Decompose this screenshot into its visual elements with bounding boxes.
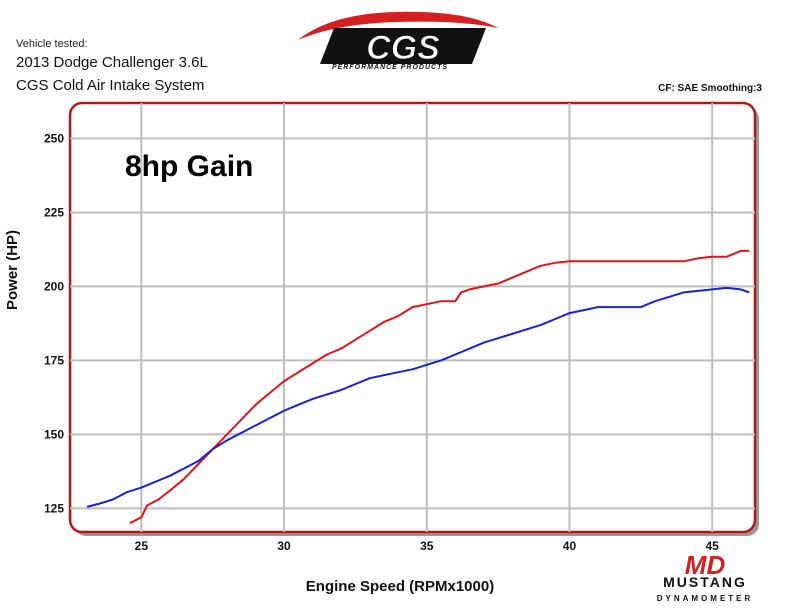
vehicle-tested-label: Vehicle tested: (16, 38, 88, 50)
cgs-logo: CGS (298, 11, 498, 68)
x-axis-label: Engine Speed (RPMx1000) (305, 578, 495, 595)
y-tick-label: 250 (44, 132, 64, 146)
plot-frame (68, 101, 757, 534)
md-mark: MD (685, 550, 726, 580)
logo-swoosh (298, 11, 498, 41)
y-tick-label: 200 (44, 279, 64, 293)
dyno-chart: 25 30 35 40 45 125 150 175 200 225 250 8hp Gain (44, 101, 759, 553)
x-tick-label: 35 (420, 539, 434, 553)
mustang-dynamometer-logo: MD (685, 550, 726, 580)
brand-subtitle: DYNAMOMETER (656, 594, 754, 603)
blue-power-curve (86, 286, 750, 508)
y-tick-label: 125 (44, 501, 64, 515)
y-tick-label: 150 (44, 427, 64, 441)
x-tick-label: 45 (706, 539, 720, 553)
y-tick-label: 175 (44, 353, 64, 367)
vehicle-name: 2013 Dodge Challenger 3.6L (16, 54, 208, 71)
x-tick-label: 25 (135, 539, 149, 553)
gain-annotation: 8hp Gain (125, 150, 253, 183)
product-name: CGS Cold Air Intake System (16, 77, 205, 94)
brand-name: MUSTANG (663, 574, 747, 590)
y-axis-label: Power (HP) (4, 229, 21, 310)
logo-backdrop (320, 28, 486, 64)
logo-text: CGS (366, 29, 440, 67)
x-tick-label: 30 (277, 539, 291, 553)
x-tick-label: 40 (563, 539, 577, 553)
correction-factor: CF: SAE Smoothing:3 (658, 83, 762, 94)
y-tick-label: 225 (44, 205, 64, 219)
logo-tagline: PERFORMANCE PRODUCTS (331, 64, 449, 71)
